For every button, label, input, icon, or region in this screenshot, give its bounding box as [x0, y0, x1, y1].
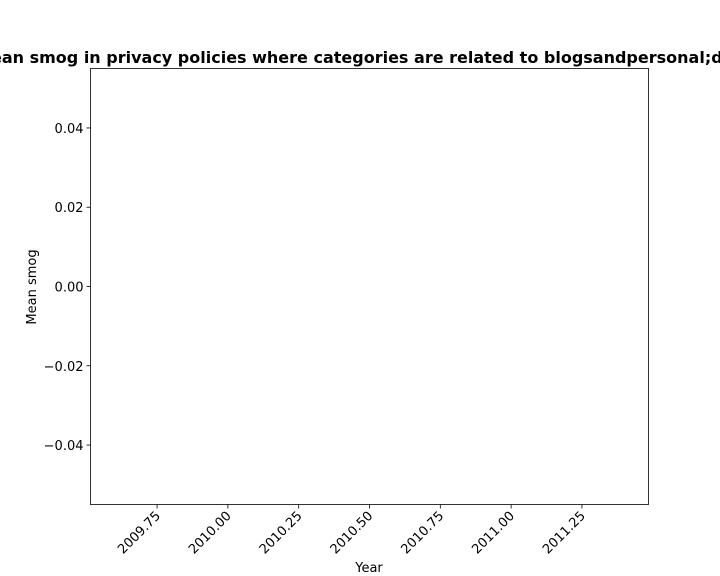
- y-tick-label: −0.04: [44, 439, 84, 454]
- y-axis: −0.04 −0.02 0.00 0.02 0.04: [44, 122, 91, 454]
- y-axis-label: Mean smog: [25, 249, 40, 324]
- x-axis-label: Year: [354, 561, 383, 576]
- y-tick-label: 0.00: [55, 281, 84, 296]
- y-tick-label: 0.04: [55, 122, 84, 137]
- y-tick-label: −0.02: [44, 360, 84, 375]
- y-tick-label: 0.02: [55, 201, 84, 216]
- chart-title: Mean smog in privacy policies where cate…: [0, 48, 720, 67]
- plot-area: [90, 68, 649, 505]
